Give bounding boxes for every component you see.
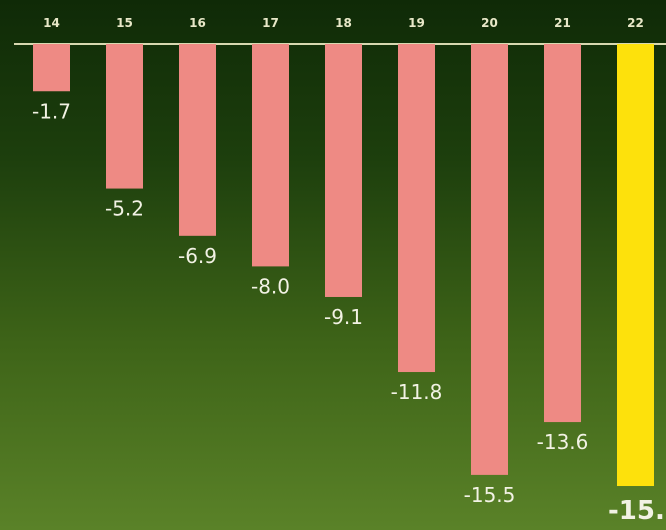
x-tick-label-22: 22 — [627, 16, 644, 30]
data-label-14: -1.7 — [32, 99, 71, 123]
bar-15 — [106, 44, 143, 189]
x-tick-label-17: 17 — [262, 16, 279, 30]
data-label-20: -15.5 — [464, 483, 516, 507]
data-label-15: -5.2 — [105, 197, 144, 221]
x-tick-label-16: 16 — [189, 16, 206, 30]
data-label-21: -13.6 — [537, 430, 589, 454]
bar-18 — [325, 44, 362, 297]
data-label-18: -9.1 — [324, 305, 363, 329]
bar-21 — [544, 44, 581, 423]
bar-series — [33, 44, 654, 487]
bar-19 — [398, 44, 435, 373]
bar-14 — [33, 44, 70, 92]
data-label-17: -8.0 — [251, 274, 290, 298]
data-label-16: -6.9 — [178, 244, 217, 268]
bar-20 — [471, 44, 508, 475]
bar-22 — [617, 44, 654, 487]
x-tick-label-19: 19 — [408, 16, 425, 30]
x-tick-label-20: 20 — [481, 16, 498, 30]
data-labels: -1.7 -5.2 -6.9 -8.0 -9.1 -11.8 -15.5 -13.6 -15.9 — [32, 99, 666, 526]
x-tick-label-18: 18 — [335, 16, 352, 30]
data-label-19: -11.8 — [391, 380, 443, 404]
data-label-22: -15.9 — [608, 496, 666, 526]
x-tick-labels: 14 15 16 17 18 19 20 21 22 — [43, 16, 644, 30]
x-tick-label-21: 21 — [554, 16, 571, 30]
bar-16 — [179, 44, 216, 236]
x-tick-label-15: 15 — [116, 16, 133, 30]
x-tick-label-14: 14 — [43, 16, 60, 30]
bar-17 — [252, 44, 289, 267]
